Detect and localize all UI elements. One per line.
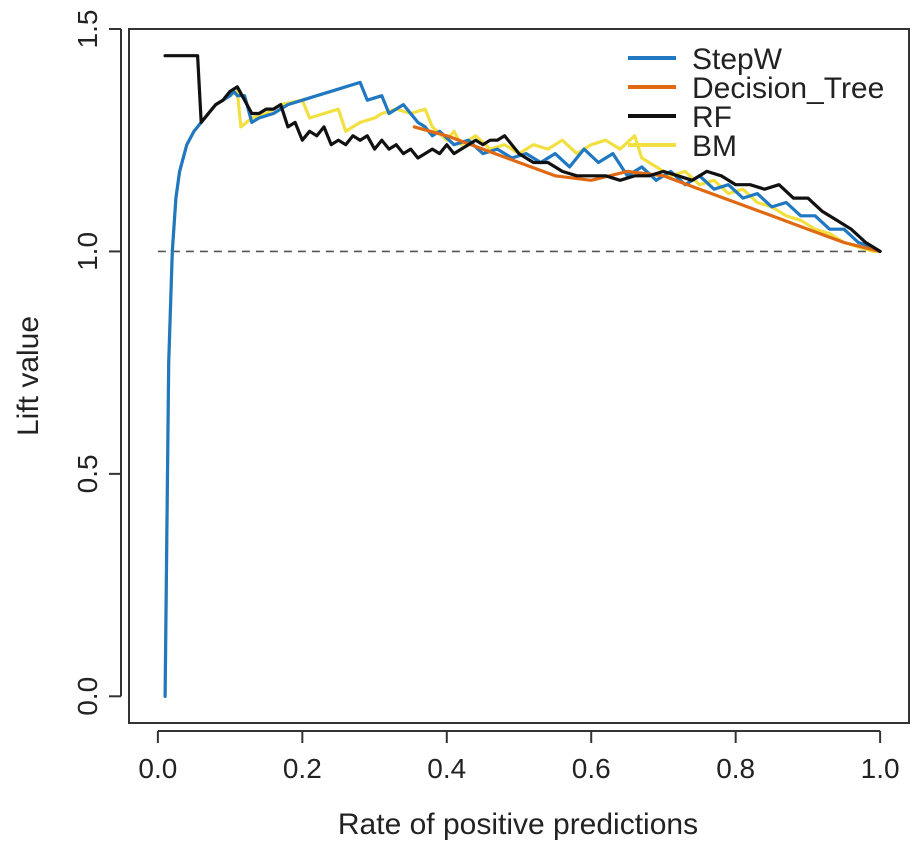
x-axis-label: Rate of positive predictions <box>338 808 698 841</box>
legend-label: StepW <box>692 43 783 76</box>
x-tick-label: 0.6 <box>572 753 611 784</box>
y-axis-label: Lift value <box>12 316 45 436</box>
y-tick-label: 0.5 <box>72 454 103 493</box>
series-line-rf <box>163 54 882 253</box>
x-tick-label: 0.4 <box>427 753 466 784</box>
x-tick-label: 0.2 <box>283 753 322 784</box>
y-tick-label: 1.5 <box>72 10 103 49</box>
x-tick-label: 1.0 <box>861 753 900 784</box>
y-tick-label: 0.0 <box>72 677 103 716</box>
legend-label: Decision_Tree <box>692 72 884 105</box>
series-line-stepw <box>163 80 882 698</box>
x-tick-label: 0.8 <box>716 753 755 784</box>
x-tick-label: 0.0 <box>138 753 177 784</box>
series-line-bm <box>163 89 882 698</box>
legend-label: BM <box>692 130 737 163</box>
series-line-decision-tree <box>412 125 882 253</box>
legend-label: RF <box>692 101 732 134</box>
plot-frame <box>128 28 910 724</box>
series-layer <box>163 54 882 698</box>
y-tick-label: 1.0 <box>72 232 103 271</box>
y-axis: 0.0 0.5 1.0 1.5 <box>72 10 122 716</box>
x-axis: 0.0 0.2 0.4 0.6 0.8 1.0 <box>138 730 900 784</box>
